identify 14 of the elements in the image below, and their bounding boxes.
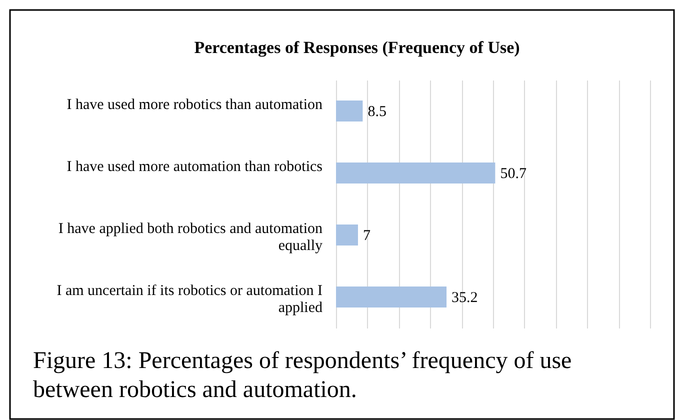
caption: Figure 13: Percentages of respondents’ frequency of use between robotics and automation. [33,348,572,403]
data-label: 8.5 [368,104,386,120]
y-tick-label: I am uncertain if its robotics or automation I applied [56,283,323,316]
data-label: 35.2 [452,290,478,306]
y-tick-label: I have used more automation than robotics [66,159,323,175]
bar [336,286,447,308]
data-label: 50.7 [500,166,527,182]
bar [336,224,358,246]
bar [336,100,363,122]
chart-title: Percentages of Responses (Frequency of Use) [194,38,520,57]
y-tick-label: I have used more robotics than automation [66,97,323,113]
y-tick-label: I have applied both robotics and automation equally [58,221,323,254]
data-label: 7 [362,228,371,244]
bar [336,162,496,184]
